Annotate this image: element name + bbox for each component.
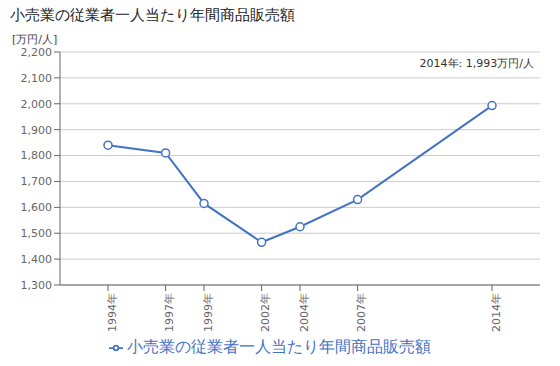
svg-text:1,300: 1,300 — [21, 279, 53, 292]
svg-text:1,400: 1,400 — [21, 253, 53, 266]
svg-text:2014年: 2014年 — [490, 293, 503, 332]
svg-text:1,700: 1,700 — [21, 175, 53, 188]
svg-text:1,500: 1,500 — [21, 227, 53, 240]
svg-text:1999年: 1999年 — [202, 293, 215, 332]
svg-text:1,800: 1,800 — [21, 149, 53, 162]
svg-text:2002年: 2002年 — [259, 293, 272, 332]
svg-text:1994年: 1994年 — [106, 293, 119, 332]
svg-text:1,600: 1,600 — [21, 201, 53, 214]
html-text:小売業の従業者一人当たり年間商品販売額: 小売業の従業者一人当たり年間商品販売額 — [127, 337, 431, 356]
html-text:2014年: 1,993万円/人: 2014年: 1,993万円/人 — [419, 57, 534, 70]
html-text:[万円/人]: [万円/人] — [12, 33, 58, 46]
html-text:小売業の従業者一人当たり年間商品販売額: 小売業の従業者一人当たり年間商品販売額 — [10, 6, 295, 24]
svg-text:2004年: 2004年 — [298, 293, 311, 332]
svg-text:2,100: 2,100 — [21, 72, 53, 85]
svg-text:1997年: 1997年 — [163, 293, 176, 332]
svg-text:1,900: 1,900 — [21, 124, 53, 137]
svg-text:2007年: 2007年 — [355, 293, 368, 332]
svg-text:2,200: 2,200 — [21, 46, 53, 59]
svg-text:2,000: 2,000 — [21, 98, 53, 111]
